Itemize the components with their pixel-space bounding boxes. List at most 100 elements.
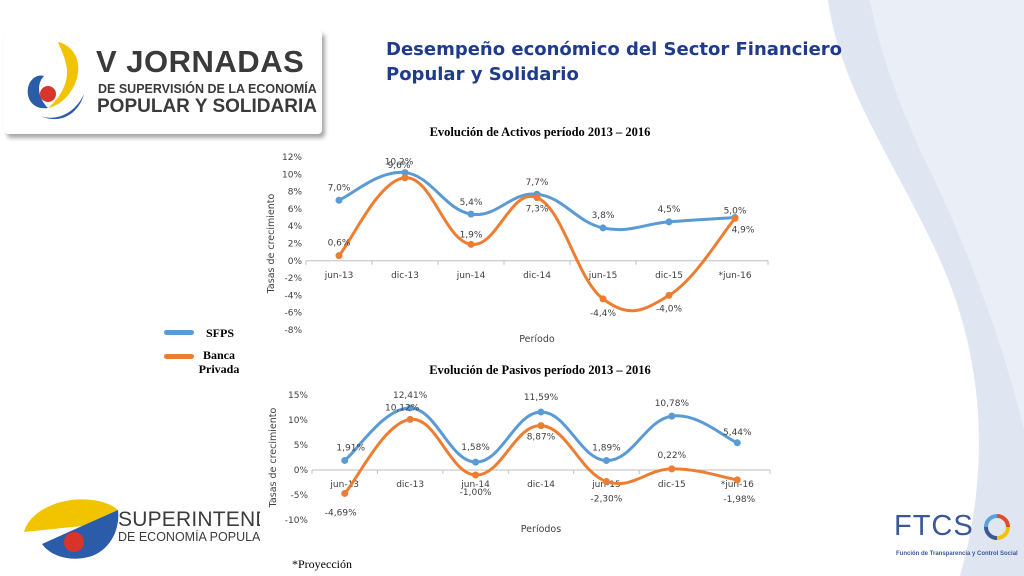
y-tick-label: 12% bbox=[282, 153, 302, 163]
footnote: *Proyección bbox=[292, 557, 352, 571]
liabilities-chart-title: Evolución de Pasivos período 2013 – 2016 bbox=[429, 363, 651, 377]
y-tick-label: 6% bbox=[288, 205, 303, 215]
data-point-sfps bbox=[467, 210, 475, 218]
data-point-banca bbox=[665, 291, 673, 299]
ftcs-logo-subtitle: Función de Transparencia y Control Socia… bbox=[896, 551, 1018, 557]
data-label-sfps: 12,41% bbox=[393, 391, 428, 401]
data-label-sfps: 7,0% bbox=[328, 183, 351, 193]
data-point-sfps bbox=[665, 218, 673, 226]
event-logo-subtitle: DE SUPERVISIÓN DE LA ECONOMÍA bbox=[98, 82, 317, 96]
x-tick-label: jun-14 bbox=[460, 480, 490, 490]
x-tick-label: dic-13 bbox=[391, 271, 419, 281]
data-label-banca: -4,0% bbox=[656, 304, 683, 314]
legend-line-sfps bbox=[164, 330, 194, 335]
y-tick-label: 10% bbox=[282, 170, 302, 180]
y-tick-label: 0% bbox=[294, 466, 309, 476]
data-label-banca: 0,6% bbox=[328, 239, 351, 249]
x-tick-label: *jun-16 bbox=[721, 480, 754, 490]
data-point-banca bbox=[537, 422, 545, 430]
assets-chart-title: Evolución de Activos período 2013 – 2016 bbox=[429, 125, 651, 139]
data-label-banca: 4,9% bbox=[732, 225, 755, 235]
x-axis-title: Período bbox=[519, 334, 555, 345]
assets-chart: 12% 10% 8% 6% 4% 2% 0% -2% -4% -6% -8% jun-13 dic-13… bbox=[262, 145, 782, 350]
data-point-banca bbox=[668, 465, 676, 473]
event-logo-subtitle-2: POPULAR Y SOLIDARIA bbox=[97, 96, 317, 117]
data-point-banca bbox=[733, 476, 741, 484]
y-tick-label: -2% bbox=[284, 274, 302, 284]
data-point-sfps bbox=[733, 439, 741, 447]
data-point-sfps bbox=[472, 458, 480, 466]
data-label-sfps: 4,5% bbox=[658, 205, 681, 215]
y-tick-label: 2% bbox=[288, 240, 303, 250]
chart-area bbox=[262, 145, 782, 350]
data-point-sfps bbox=[335, 196, 343, 204]
chart-area bbox=[262, 378, 790, 550]
y-tick-label: 5% bbox=[294, 441, 309, 451]
y-tick-label: 15% bbox=[288, 391, 308, 401]
y-tick-label: -5% bbox=[290, 491, 308, 501]
data-point-banca bbox=[731, 214, 739, 222]
data-point-banca bbox=[335, 252, 343, 260]
data-point-banca bbox=[341, 489, 349, 497]
data-label-banca: 1,9% bbox=[460, 230, 483, 240]
data-label-banca: -4,4% bbox=[590, 309, 617, 319]
y-tick-label: 4% bbox=[288, 222, 303, 232]
data-point-sfps bbox=[401, 169, 409, 177]
data-label-banca: -4,69% bbox=[325, 508, 357, 518]
x-tick-label: jun-14 bbox=[456, 271, 486, 281]
slide-title-line-1: Desempeño económico del Sector Financier… bbox=[386, 39, 843, 60]
y-tick-label: -6% bbox=[284, 309, 302, 319]
data-label-sfps: 1,89% bbox=[592, 444, 621, 454]
data-label-sfps: 5,44% bbox=[723, 428, 752, 438]
y-axis-title: Tasas de crecimiento bbox=[268, 408, 279, 509]
y-tick-label: 0% bbox=[288, 257, 303, 267]
data-label-sfps: 1,58% bbox=[461, 443, 490, 453]
superintendencia-logo-subtext: DE ECONOMÍA POPULAR Y bbox=[118, 530, 260, 544]
x-tick-label: dic-14 bbox=[523, 271, 551, 281]
legend-label-banca: Banca Privada bbox=[198, 348, 240, 376]
data-point-banca bbox=[406, 415, 414, 423]
x-tick-label: dic-15 bbox=[658, 480, 686, 490]
data-point-banca bbox=[472, 471, 480, 479]
event-logo-card: V JORNADAS DE SUPERVISIÓN DE LA ECONOMÍA… bbox=[4, 30, 322, 134]
superintendencia-logo-icon bbox=[24, 499, 119, 559]
data-label-sfps: 10,2% bbox=[385, 158, 414, 168]
x-tick-label: dic-15 bbox=[655, 271, 683, 281]
data-point-banca bbox=[467, 240, 475, 248]
data-label-banca: 9,6% bbox=[388, 161, 411, 171]
chart-legend: SFPS Banca Privada bbox=[160, 326, 270, 386]
data-point-sfps bbox=[602, 457, 610, 465]
y-tick-label: -10% bbox=[285, 516, 309, 526]
legend-line-banca bbox=[164, 354, 194, 359]
data-point-sfps bbox=[599, 224, 607, 232]
data-label-banca: 8,87% bbox=[527, 433, 556, 443]
slide-title: Desempeño económico del Sector Financier… bbox=[386, 37, 843, 87]
x-tick-label: jun-13 bbox=[329, 480, 359, 490]
data-label-banca: -1,98% bbox=[723, 495, 755, 505]
data-label-banca: 7,3% bbox=[526, 205, 549, 215]
data-label-sfps: 10,78% bbox=[655, 399, 690, 409]
y-tick-label: -4% bbox=[284, 291, 302, 301]
y-axis-title: Tasas de crecimiento bbox=[266, 194, 277, 295]
data-label-sfps: 5,4% bbox=[460, 198, 483, 208]
data-point-sfps bbox=[537, 408, 545, 416]
data-point-banca bbox=[599, 295, 607, 303]
data-point-banca bbox=[602, 478, 610, 485]
data-label-banca: -2,30% bbox=[591, 495, 623, 505]
data-point-sfps bbox=[406, 404, 414, 412]
data-point-sfps bbox=[341, 456, 349, 464]
y-tick-label: 8% bbox=[288, 188, 303, 198]
data-label-banca: 10,12% bbox=[385, 403, 420, 413]
x-axis-title: Períodos bbox=[521, 524, 561, 535]
x-tick-label: *jun-16 bbox=[718, 271, 751, 281]
data-label-sfps: 1,91% bbox=[336, 443, 365, 453]
x-tick-label: jun-15 bbox=[588, 271, 618, 281]
ftcs-logo-text: FTCS bbox=[894, 510, 974, 542]
data-label-banca: 0,22% bbox=[658, 451, 687, 461]
y-tick-label: 10% bbox=[288, 416, 308, 426]
event-logo-title: V JORNADAS bbox=[96, 44, 305, 79]
data-label-sfps: 5,0% bbox=[724, 207, 747, 217]
slide-title-line-2: Popular y Solidario bbox=[386, 64, 579, 85]
data-point-banca bbox=[401, 174, 409, 182]
